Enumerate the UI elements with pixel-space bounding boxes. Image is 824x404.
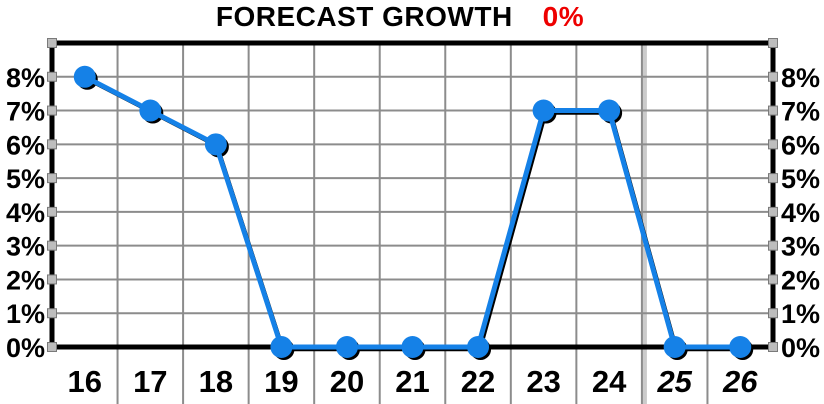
chart-title: FORECAST GROWTH 0% bbox=[0, 0, 812, 34]
y-axis-label-right: 8% bbox=[781, 63, 820, 93]
x-axis-label: 22 bbox=[461, 364, 495, 399]
right-axis-tick bbox=[768, 173, 778, 184]
data-point-marker bbox=[73, 65, 96, 88]
y-axis-label-right: 4% bbox=[781, 198, 820, 228]
y-axis-label-left: 7% bbox=[6, 97, 45, 127]
left-axis-tick bbox=[47, 139, 57, 150]
right-axis-tick bbox=[768, 71, 778, 82]
data-point-marker bbox=[663, 336, 686, 358]
y-axis-label-left: 8% bbox=[6, 63, 45, 93]
data-point-marker bbox=[270, 336, 293, 358]
y-axis-label-right: 6% bbox=[781, 130, 820, 160]
y-axis-label-left: 1% bbox=[6, 299, 45, 329]
data-point-marker bbox=[532, 99, 555, 122]
right-axis-tick bbox=[768, 38, 778, 48]
left-axis-tick bbox=[47, 38, 57, 48]
left-axis-tick bbox=[47, 71, 57, 82]
x-axis-label: 20 bbox=[330, 364, 364, 399]
data-point-marker bbox=[729, 336, 752, 358]
y-axis-label-left: 2% bbox=[6, 265, 45, 295]
x-axis-label: 18 bbox=[199, 364, 233, 399]
right-axis-tick bbox=[768, 139, 778, 150]
right-axis-tick bbox=[768, 105, 778, 116]
data-point-marker bbox=[467, 336, 490, 358]
y-axis-label-right: 3% bbox=[781, 232, 820, 262]
x-axis-label: 25 bbox=[656, 364, 692, 399]
x-axis-label: 21 bbox=[395, 364, 429, 399]
left-axis-tick bbox=[47, 274, 57, 285]
x-axis-label: 23 bbox=[526, 364, 560, 399]
left-axis-tick bbox=[47, 206, 57, 217]
x-axis-label: 24 bbox=[592, 364, 627, 399]
data-point-marker bbox=[139, 99, 162, 122]
y-axis-label-left: 3% bbox=[6, 232, 45, 262]
y-axis-label-right: 1% bbox=[781, 299, 820, 329]
x-axis-label: 26 bbox=[722, 364, 758, 399]
data-point-marker bbox=[204, 133, 227, 156]
forecast-divider-band bbox=[641, 43, 647, 404]
data-point-marker bbox=[401, 336, 424, 358]
left-axis-tick bbox=[47, 173, 57, 184]
x-axis-label: 17 bbox=[133, 364, 167, 399]
chart-title-text: FORECAST GROWTH bbox=[215, 1, 513, 32]
right-axis-tick bbox=[768, 342, 778, 352]
left-axis-tick bbox=[47, 240, 57, 251]
chart-title-highlight-value: 0% bbox=[542, 1, 585, 32]
right-axis-tick bbox=[768, 308, 778, 319]
y-axis-label-left: 6% bbox=[6, 130, 45, 160]
x-axis-label: 19 bbox=[264, 364, 298, 399]
left-axis-tick bbox=[47, 105, 57, 116]
y-axis-label-right: 7% bbox=[781, 97, 820, 127]
x-axis-label: 16 bbox=[68, 364, 102, 399]
left-axis-tick bbox=[47, 342, 57, 352]
y-axis-label-left: 0% bbox=[6, 333, 45, 363]
right-axis-tick bbox=[768, 274, 778, 285]
left-axis-tick bbox=[47, 308, 57, 319]
y-axis-label-left: 4% bbox=[6, 198, 45, 228]
data-point-marker bbox=[598, 99, 621, 122]
data-point-marker bbox=[335, 336, 358, 358]
y-axis-label-right: 5% bbox=[781, 164, 820, 194]
y-axis-label-left: 5% bbox=[6, 164, 45, 194]
right-axis-tick bbox=[768, 240, 778, 251]
y-axis-label-right: 0% bbox=[781, 333, 820, 363]
y-axis-label-right: 2% bbox=[781, 265, 820, 295]
right-axis-tick bbox=[768, 206, 778, 217]
